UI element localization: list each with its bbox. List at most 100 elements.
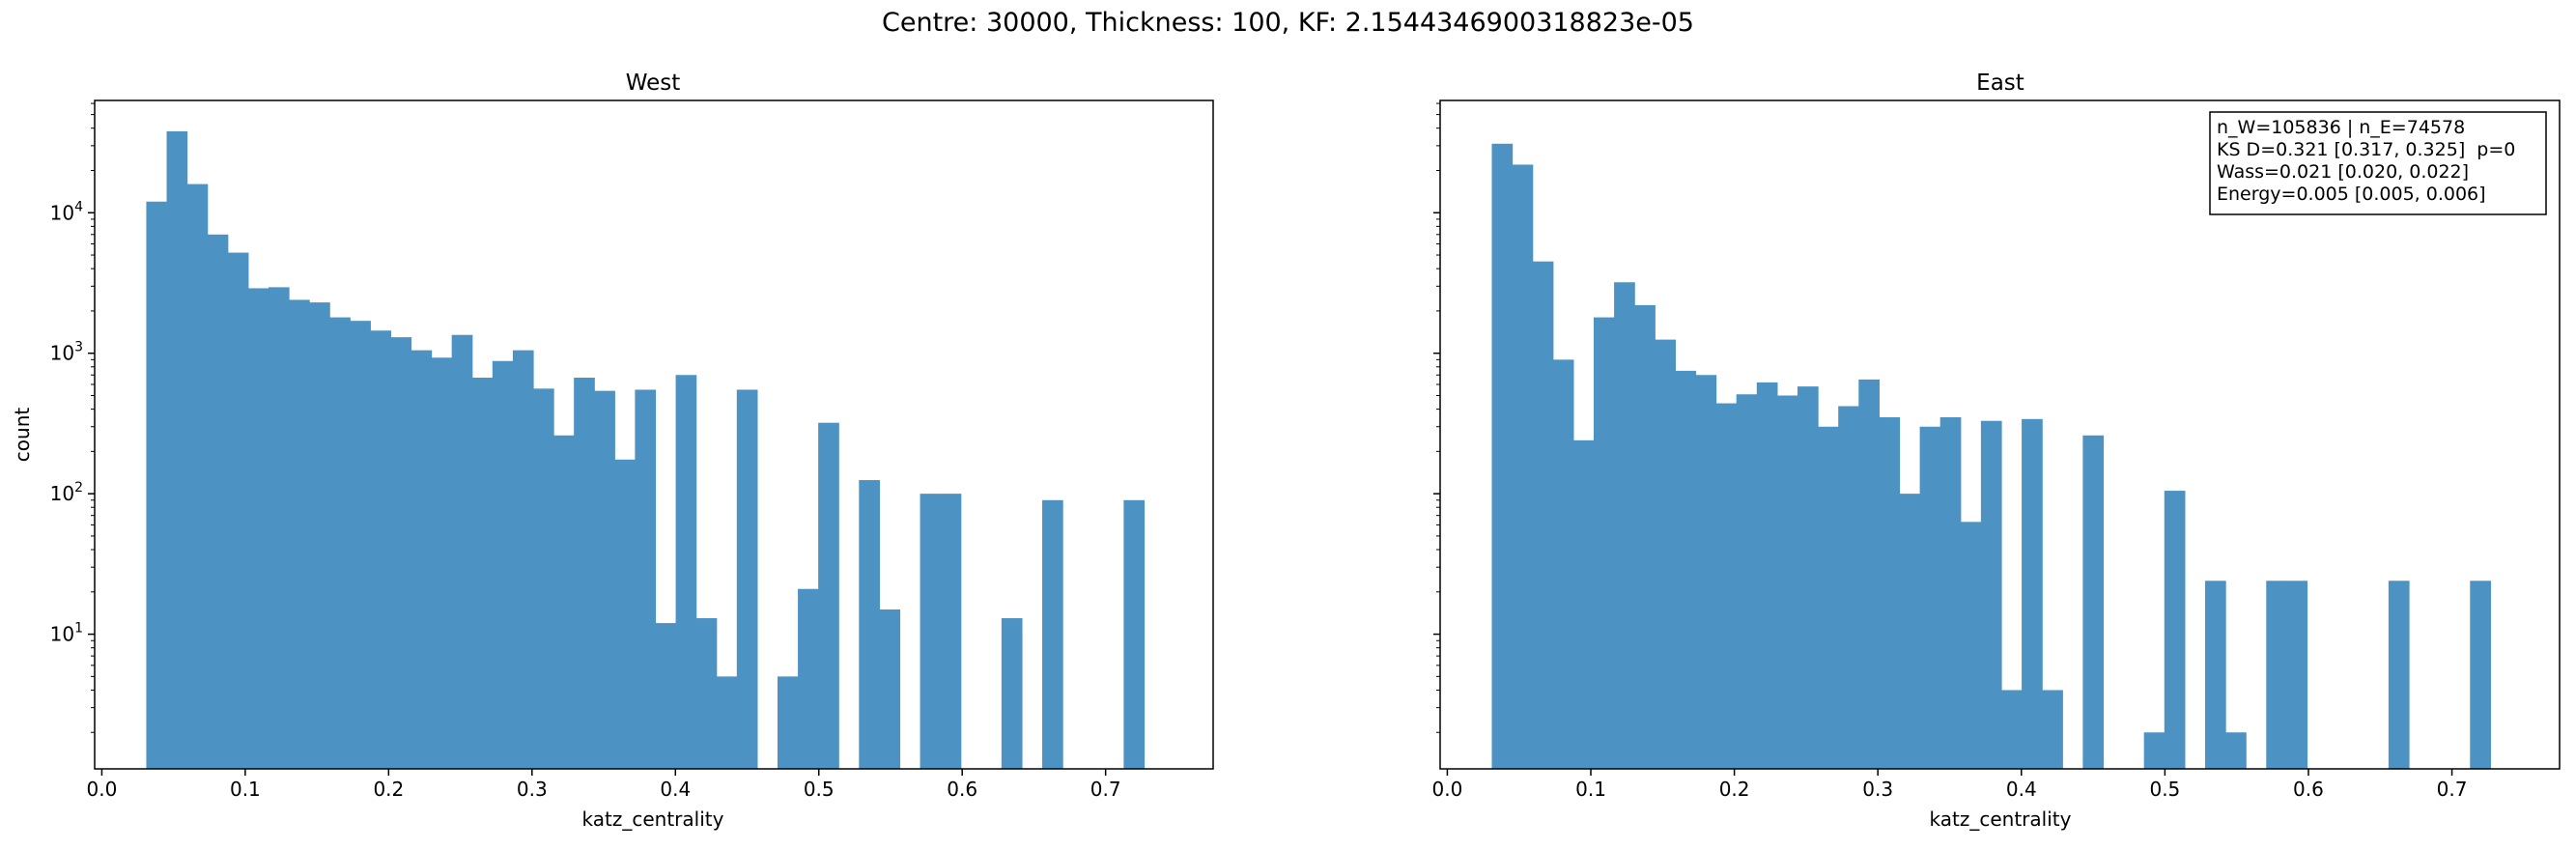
west-bar (410, 350, 433, 769)
panel-east-xlabel: katz_centrality (1930, 808, 2072, 831)
east-bar (1980, 420, 2002, 769)
east-bar (1736, 394, 1758, 769)
east-bar (2164, 491, 2186, 769)
west-bar (1001, 618, 1023, 769)
west-bar (329, 317, 351, 769)
east-bar (1512, 164, 1534, 769)
east-xtick-label: 0.4 (2006, 778, 2037, 801)
east-xtick-label: 0.1 (1575, 778, 1606, 801)
west-bar (451, 334, 473, 769)
east-bar (1919, 426, 1941, 769)
west-bar (186, 184, 209, 769)
east-bar (1797, 386, 1819, 769)
west-xtick-label: 0.5 (804, 778, 835, 801)
west-bar (574, 377, 595, 769)
east-xtick-label: 0.6 (2293, 778, 2324, 801)
panel-east-frame (1439, 99, 2561, 770)
west-xtick-label: 0.7 (1090, 778, 1121, 801)
east-bar (2286, 581, 2308, 769)
east-bar (1593, 317, 1615, 769)
west-bar (512, 350, 534, 769)
east-bar (2225, 732, 2247, 769)
east-bar (1552, 359, 1574, 769)
east-bar (1572, 439, 1595, 769)
east-bar (1675, 370, 1697, 769)
west-ytick-label: 104 (50, 199, 83, 224)
west-bar (920, 494, 942, 769)
east-bar (1756, 382, 1778, 769)
east-bar (2082, 435, 2105, 769)
west-bar (675, 375, 697, 769)
west-ytick-label: 101 (50, 621, 83, 646)
east-bar (1776, 395, 1798, 769)
west-bar (1042, 499, 1063, 769)
east-ticks: 0.0 0.1 0.2 0.3 0.4 0.5 0.6 0.7 (1432, 102, 2467, 801)
east-bar (2266, 581, 2287, 769)
east-bar (1655, 339, 1676, 769)
west-bar (268, 287, 290, 769)
west-bar (309, 302, 330, 769)
east-bar (1939, 417, 1962, 769)
west-bar (655, 623, 677, 769)
west-bar (166, 130, 188, 769)
east-bar (1715, 403, 1738, 769)
west-bar (859, 480, 880, 769)
panel-east-title: East (1976, 71, 2024, 96)
panel-west-ylabel: count (11, 408, 34, 463)
west-bar (777, 676, 799, 769)
east-bar (2022, 418, 2043, 769)
stats-line-4: Energy=0.005 [0.005, 0.006] (2217, 184, 2486, 205)
east-bar (2204, 581, 2226, 769)
panel-west-title: West (626, 71, 681, 96)
west-xtick-label: 0.0 (87, 778, 118, 801)
west-bar (390, 337, 412, 769)
west-xtick-label: 0.3 (517, 778, 548, 801)
west-bar (471, 377, 494, 769)
west-bar (1123, 499, 1146, 769)
west-bar (553, 435, 575, 769)
west-bar (695, 618, 718, 769)
west-bar (247, 288, 269, 769)
east-xtick-label: 0.3 (1862, 778, 1893, 801)
west-xtick-label: 0.2 (373, 778, 404, 801)
east-bar (1491, 143, 1514, 770)
west-xtick-label: 0.4 (660, 778, 691, 801)
east-bar (1695, 375, 1717, 769)
east-bar (2042, 690, 2063, 769)
west-bars (146, 130, 1146, 770)
east-bar (1899, 494, 1921, 769)
east-bar (1879, 417, 1901, 769)
west-bar (289, 299, 310, 769)
west-bar (940, 494, 962, 769)
stats-annotation-box: n_W=105836 | n_E=74578 KS D=0.321 [0.317… (2209, 111, 2547, 215)
east-bar (1634, 304, 1656, 769)
east-bar (1960, 522, 1982, 769)
east-xtick-label: 0.0 (1432, 778, 1463, 801)
stats-line-2: KS D=0.321 [0.317, 0.325] p=0 (2217, 139, 2515, 160)
east-bar (1818, 426, 1839, 769)
east-bar (2143, 732, 2166, 769)
west-bar (614, 459, 636, 769)
panel-west-frame (94, 99, 1214, 770)
east-bar (2470, 581, 2491, 769)
panel-west: West 0.0 0.1 0.2 0.3 0.4 0.5 0.6 0.7 101 102 103 10… (11, 71, 1214, 831)
west-bar (879, 609, 901, 769)
west-bar (635, 389, 657, 769)
figure-suptitle: Centre: 30000, Thickness: 100, KF: 2.154… (882, 8, 1694, 38)
west-xtick-label: 0.1 (230, 778, 261, 801)
west-bar (227, 252, 249, 769)
west-bar (533, 388, 554, 769)
stats-line-1: n_W=105836 | n_E=74578 (2217, 117, 2465, 138)
panel-east: East 0.0 0.1 0.2 0.3 0.4 0.5 0.6 0.7 katz_centr… (1432, 71, 2561, 831)
west-bar (798, 588, 819, 769)
west-bar (207, 234, 229, 770)
west-ytick-label: 103 (50, 340, 83, 365)
west-xtick-label: 0.6 (947, 778, 977, 801)
west-bar (350, 321, 371, 769)
east-bars (1491, 143, 2491, 770)
stats-line-3: Wass=0.021 [0.020, 0.022] (2217, 161, 2469, 183)
east-bar (1532, 261, 1554, 769)
west-ytick-label: 102 (50, 480, 83, 505)
